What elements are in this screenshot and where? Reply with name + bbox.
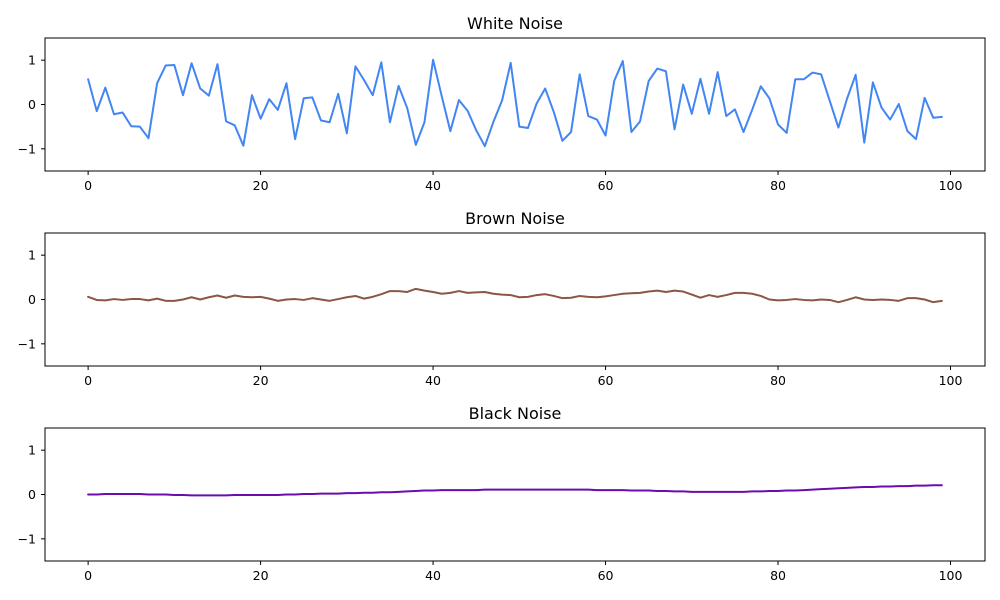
x-tick-label: 60 <box>598 178 614 193</box>
x-tick-label: 100 <box>939 373 963 388</box>
x-tick-label: 60 <box>598 373 614 388</box>
y-tick-label: −1 <box>18 336 36 351</box>
y-tick-label: −1 <box>18 531 36 546</box>
panel-black-noise: Black Noise 0 20 40 60 80 100 −1 0 1 <box>18 404 986 583</box>
chart-title: Black Noise <box>469 404 562 423</box>
tick-group: 0 20 40 60 80 100 −1 0 1 <box>18 53 963 193</box>
series-line <box>87 287 943 304</box>
tick-group: 0 20 40 60 80 100 −1 0 1 <box>18 443 963 583</box>
y-tick-label: 1 <box>28 443 36 458</box>
series-line <box>87 58 943 148</box>
x-tick-label: 0 <box>84 568 92 583</box>
x-tick-label: 0 <box>84 178 92 193</box>
tick-group: 0 20 40 60 80 100 −1 0 1 <box>18 248 963 388</box>
series-group <box>87 58 943 148</box>
panel-brown-noise: Brown Noise 0 20 40 60 80 100 −1 0 1 <box>18 209 986 388</box>
x-tick-label: 20 <box>253 178 269 193</box>
y-tick-label: 0 <box>28 292 36 307</box>
x-tick-label: 40 <box>425 178 441 193</box>
series-line <box>87 484 943 497</box>
x-tick-label: 80 <box>770 178 786 193</box>
series-group <box>87 484 943 497</box>
x-tick-label: 0 <box>84 373 92 388</box>
x-tick-label: 100 <box>939 178 963 193</box>
x-tick-label: 40 <box>425 568 441 583</box>
y-tick-label: 0 <box>28 487 36 502</box>
panel-white-noise: White Noise 0 20 40 60 80 100 −1 0 1 <box>18 14 986 193</box>
y-tick-label: −1 <box>18 141 36 156</box>
x-tick-label: 40 <box>425 373 441 388</box>
y-tick-label: 1 <box>28 248 36 263</box>
chart-title: White Noise <box>467 14 563 33</box>
x-tick-label: 20 <box>253 373 269 388</box>
y-tick-label: 0 <box>28 97 36 112</box>
x-tick-label: 100 <box>939 568 963 583</box>
x-tick-label: 80 <box>770 568 786 583</box>
x-tick-label: 60 <box>598 568 614 583</box>
x-tick-label: 80 <box>770 373 786 388</box>
x-tick-label: 20 <box>253 568 269 583</box>
chart-title: Brown Noise <box>465 209 565 228</box>
series-group <box>87 287 943 304</box>
y-tick-label: 1 <box>28 53 36 68</box>
